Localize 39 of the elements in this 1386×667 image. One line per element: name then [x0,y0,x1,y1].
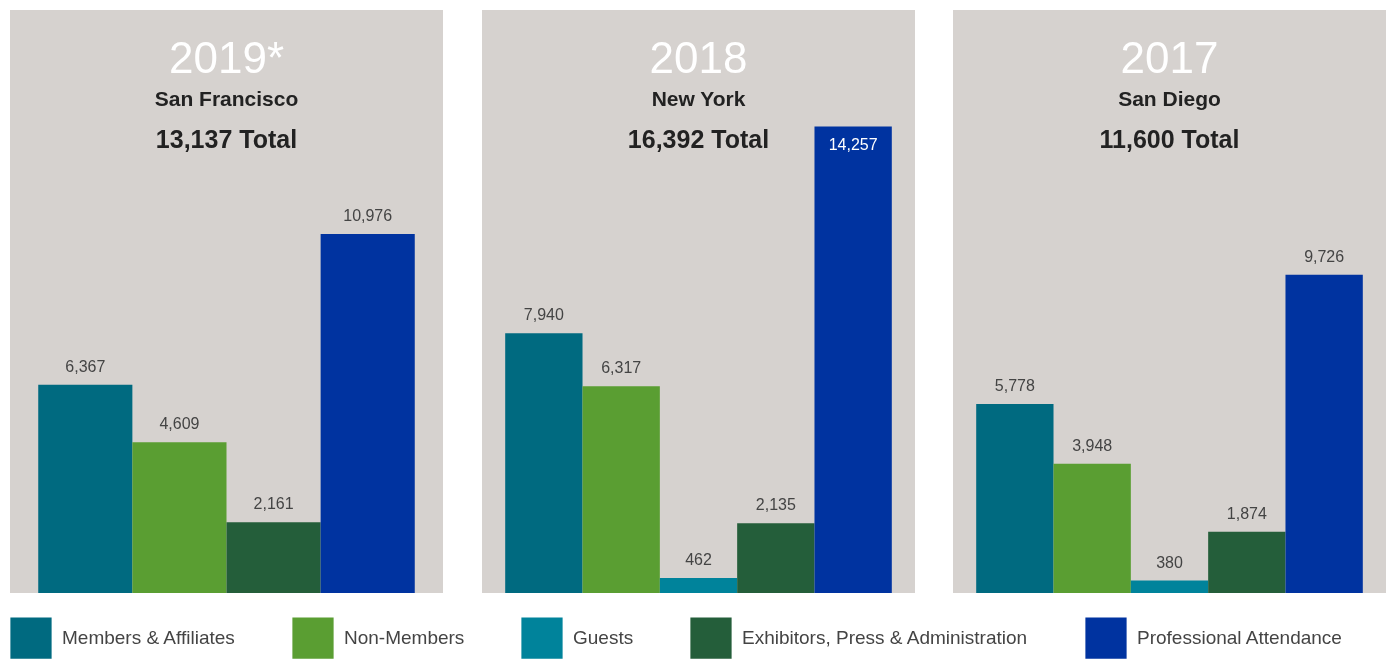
bar [1053,463,1131,593]
legend-label: Non-Members [344,627,465,649]
legend-label: Members & Affiliates [62,627,235,649]
data-label: 2,135 [755,496,796,514]
bar [1208,531,1286,593]
data-label: 14,257 [828,135,878,153]
bar [976,403,1054,593]
bar [582,386,660,593]
data-label: 7,940 [523,306,564,324]
data-label: 6,317 [601,359,642,377]
bar [38,384,133,593]
bar [132,442,227,593]
data-label: 5,778 [994,376,1035,394]
data-label: 462 [685,550,712,568]
bar [1285,274,1363,593]
data-label: 6,367 [65,357,106,375]
text: 13,137 Total [155,125,298,153]
data-label: 3,948 [1072,436,1113,454]
chart-subtitle: San Diego [1118,87,1221,110]
bar [505,333,583,593]
bar [737,523,815,593]
bar [1130,580,1209,593]
data-label: 9,726 [1304,247,1345,265]
data-label: 4,609 [159,415,200,433]
legend-label: Exhibitors, Press & Administration [742,627,1028,649]
bar [320,233,415,593]
data-label: 380 [1156,553,1183,571]
annotation: 16,392 Total [627,125,770,153]
bar [659,577,738,593]
bar [814,126,892,593]
bar [226,522,321,593]
data-label: 10,976 [343,206,393,224]
data-label: 2,161 [253,495,294,513]
chart-subtitle: New York [651,87,746,110]
text: 11,600 Total [1099,125,1240,153]
legend-label: Professional Attendance [1137,627,1342,649]
chart-subtitle: San Francisco [154,87,299,110]
legend-label: Guests [573,627,634,649]
data-label: 1,874 [1226,504,1267,522]
